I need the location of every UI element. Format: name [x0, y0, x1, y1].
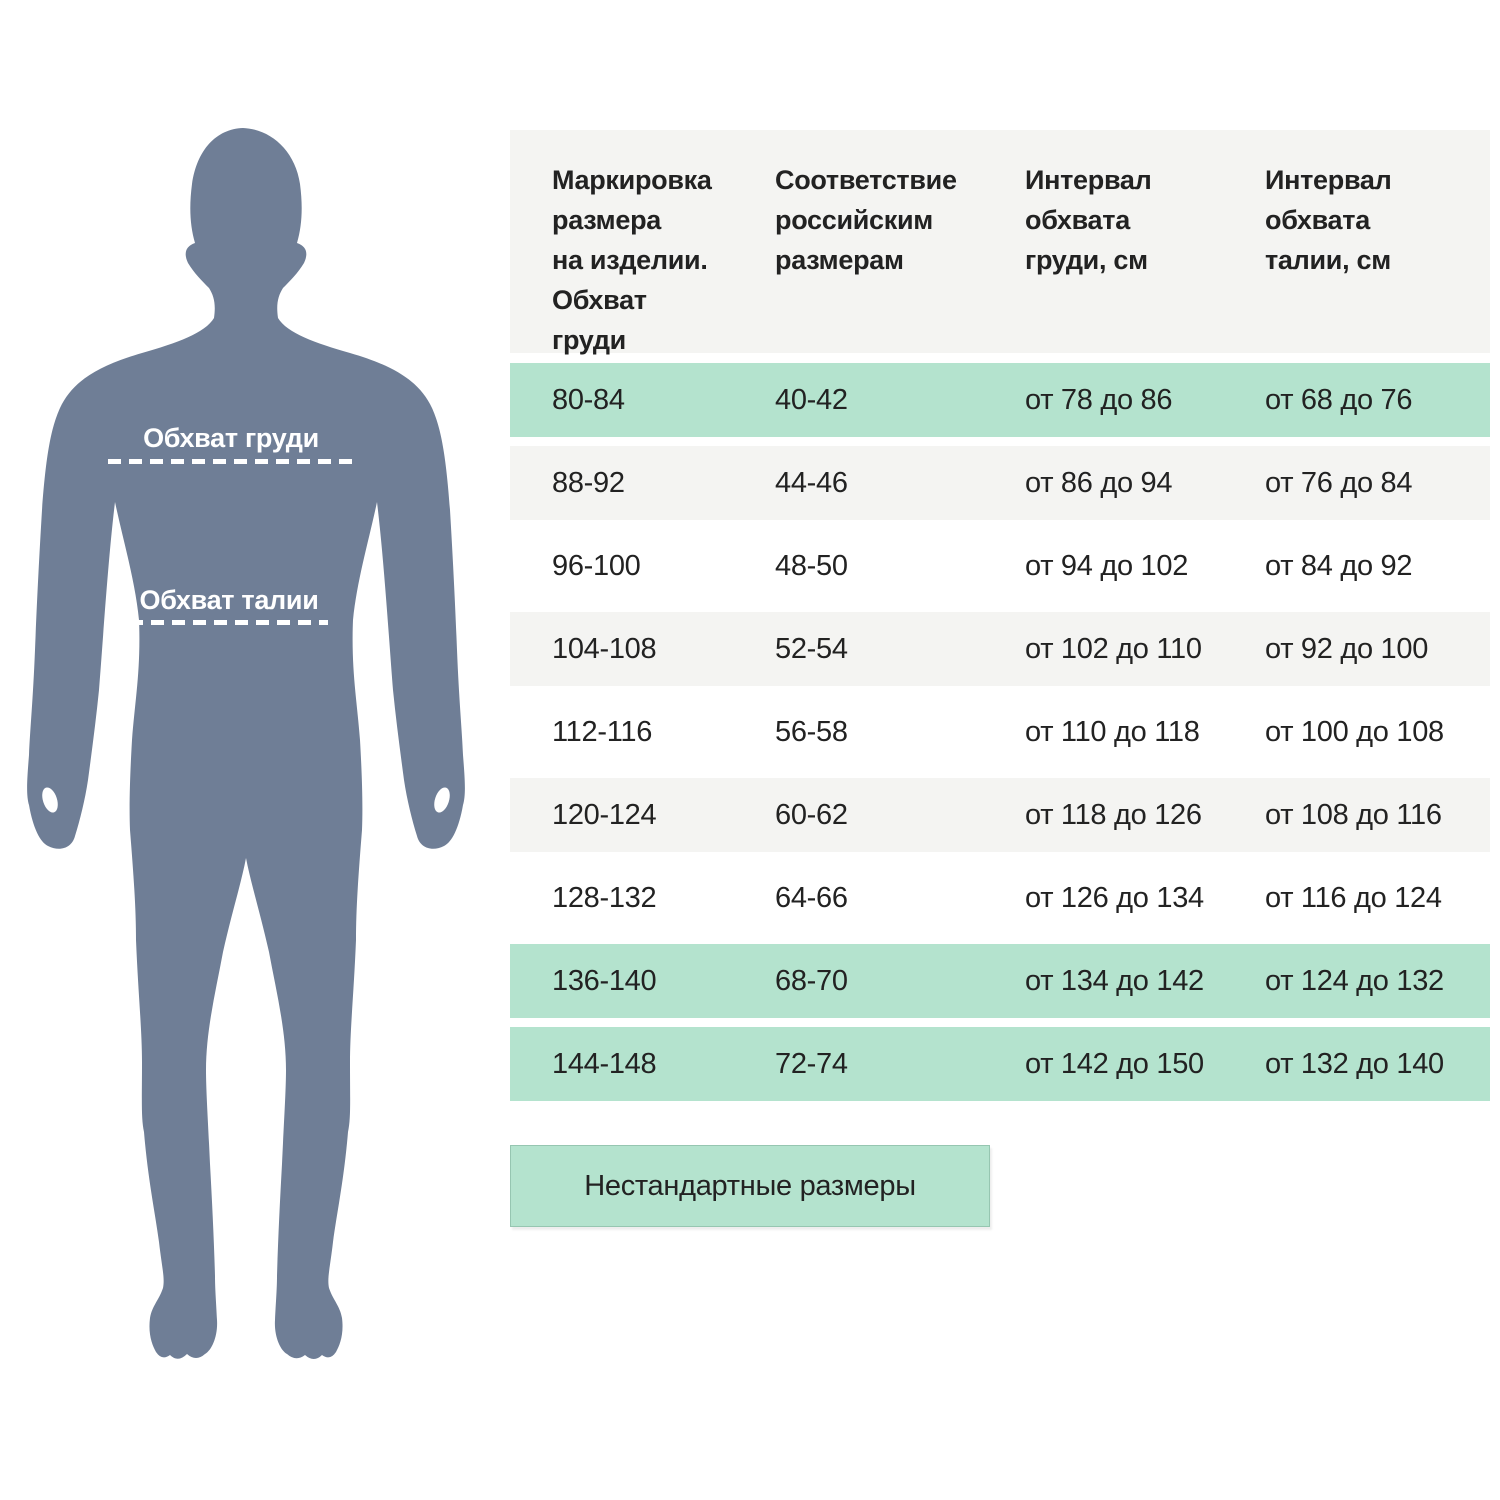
- header-marking: Маркировка размера на изделии. Обхват гр…: [552, 165, 712, 355]
- table-row: 120-124 60-62 от 118 до 126 от 108 до 11…: [510, 778, 1490, 852]
- table-row: 144-148 72-74 от 142 до 150 от 132 до 14…: [510, 1027, 1490, 1101]
- left-hand-thumb-gap: [42, 787, 58, 813]
- cell-marking: 96-100: [552, 549, 641, 582]
- table-header: Маркировка размера на изделии. Обхват гр…: [510, 130, 1490, 355]
- cell-waist-range: от 124 до 132: [1265, 964, 1444, 997]
- table-row: 136-140 68-70 от 134 до 142 от 124 до 13…: [510, 944, 1490, 1018]
- table-row: 88-92 44-46 от 86 до 94 от 76 до 84: [510, 446, 1490, 520]
- cell-marking: 104-108: [552, 632, 657, 665]
- cell-russian-size: 56-58: [775, 715, 848, 748]
- cell-chest-range: от 126 до 134: [1025, 881, 1204, 914]
- cell-chest-range: от 110 до 118: [1025, 715, 1200, 748]
- cell-russian-size: 60-62: [775, 798, 848, 831]
- cell-waist-range: от 84 до 92: [1265, 549, 1413, 582]
- cell-waist-range: от 68 до 76: [1265, 383, 1413, 416]
- table-row: 80-84 40-42 от 78 до 86 от 68 до 76: [510, 363, 1490, 437]
- cell-russian-size: 48-50: [775, 549, 848, 582]
- body-figure: Обхват груди Обхват талии: [0, 0, 500, 1460]
- cell-marking: 128-132: [552, 881, 657, 914]
- cell-marking: 112-116: [552, 715, 653, 748]
- cell-chest-range: от 134 до 142: [1025, 964, 1204, 997]
- cell-russian-size: 40-42: [775, 383, 848, 416]
- waist-measure-dashed-line: [130, 620, 328, 625]
- chest-measure-dashed-line: [108, 459, 354, 464]
- table-row: 112-116 56-58 от 110 до 118 от 100 до 10…: [510, 695, 1490, 769]
- cell-russian-size: 52-54: [775, 632, 848, 665]
- header-waist-interval: Интервал обхвата талии, см: [1265, 165, 1392, 275]
- cell-marking: 80-84: [552, 383, 625, 416]
- table-row: 128-132 64-66 от 126 до 134 от 116 до 12…: [510, 861, 1490, 935]
- cell-waist-range: от 116 до 124: [1265, 881, 1442, 914]
- cell-waist-range: от 100 до 108: [1265, 715, 1444, 748]
- nonstandard-sizes-button[interactable]: Нестандартные размеры: [510, 1145, 990, 1227]
- man-silhouette: [27, 128, 465, 1359]
- cell-chest-range: от 102 до 110: [1025, 632, 1202, 665]
- cell-russian-size: 72-74: [775, 1047, 848, 1080]
- chest-measure-label: Обхват груди: [143, 423, 319, 453]
- cell-marking: 144-148: [552, 1047, 657, 1080]
- size-table: Маркировка размера на изделии. Обхват гр…: [510, 130, 1490, 1110]
- cell-chest-range: от 94 до 102: [1025, 549, 1189, 582]
- waist-measure-label: Обхват талии: [139, 585, 319, 615]
- cell-waist-range: от 132 до 140: [1265, 1047, 1444, 1080]
- cell-russian-size: 44-46: [775, 466, 848, 499]
- cell-russian-size: 64-66: [775, 881, 848, 914]
- cell-marking: 88-92: [552, 466, 625, 499]
- header-russian-size: Соответствие российским размерам: [775, 165, 957, 275]
- table-row: 96-100 48-50 от 94 до 102 от 84 до 92: [510, 529, 1490, 603]
- right-hand-thumb-gap: [434, 787, 450, 813]
- cell-chest-range: от 78 до 86: [1025, 383, 1173, 416]
- cell-waist-range: от 108 до 116: [1265, 798, 1442, 831]
- cell-chest-range: от 142 до 150: [1025, 1047, 1204, 1080]
- cell-waist-range: от 92 до 100: [1265, 632, 1429, 665]
- cell-chest-range: от 86 до 94: [1025, 466, 1173, 499]
- cell-waist-range: от 76 до 84: [1265, 466, 1413, 499]
- cell-russian-size: 68-70: [775, 964, 848, 997]
- table-row: 104-108 52-54 от 102 до 110 от 92 до 100: [510, 612, 1490, 686]
- cell-marking: 120-124: [552, 798, 657, 831]
- cell-chest-range: от 118 до 126: [1025, 798, 1202, 831]
- header-chest-interval: Интервал обхвата груди, см: [1025, 165, 1152, 275]
- cell-marking: 136-140: [552, 964, 657, 997]
